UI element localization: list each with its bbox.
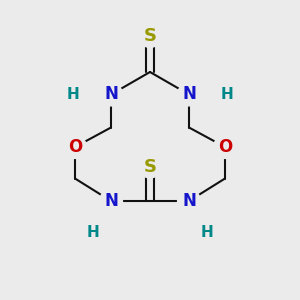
Text: S: S: [143, 158, 157, 175]
Circle shape: [82, 221, 104, 244]
Text: H: H: [220, 87, 233, 102]
Circle shape: [100, 190, 122, 212]
Text: H: H: [87, 225, 99, 240]
Circle shape: [100, 83, 122, 106]
Circle shape: [214, 136, 236, 158]
Text: O: O: [68, 138, 82, 156]
Circle shape: [215, 83, 238, 106]
Circle shape: [64, 136, 86, 158]
Text: O: O: [218, 138, 232, 156]
Circle shape: [178, 83, 200, 106]
Text: N: N: [182, 85, 196, 103]
Circle shape: [139, 155, 161, 178]
Text: N: N: [182, 192, 196, 210]
Circle shape: [178, 190, 200, 212]
Text: N: N: [104, 192, 118, 210]
Circle shape: [62, 83, 85, 106]
Text: H: H: [67, 87, 80, 102]
Text: S: S: [143, 27, 157, 45]
Circle shape: [196, 221, 218, 244]
Circle shape: [139, 25, 161, 47]
Text: H: H: [201, 225, 213, 240]
Text: N: N: [104, 85, 118, 103]
